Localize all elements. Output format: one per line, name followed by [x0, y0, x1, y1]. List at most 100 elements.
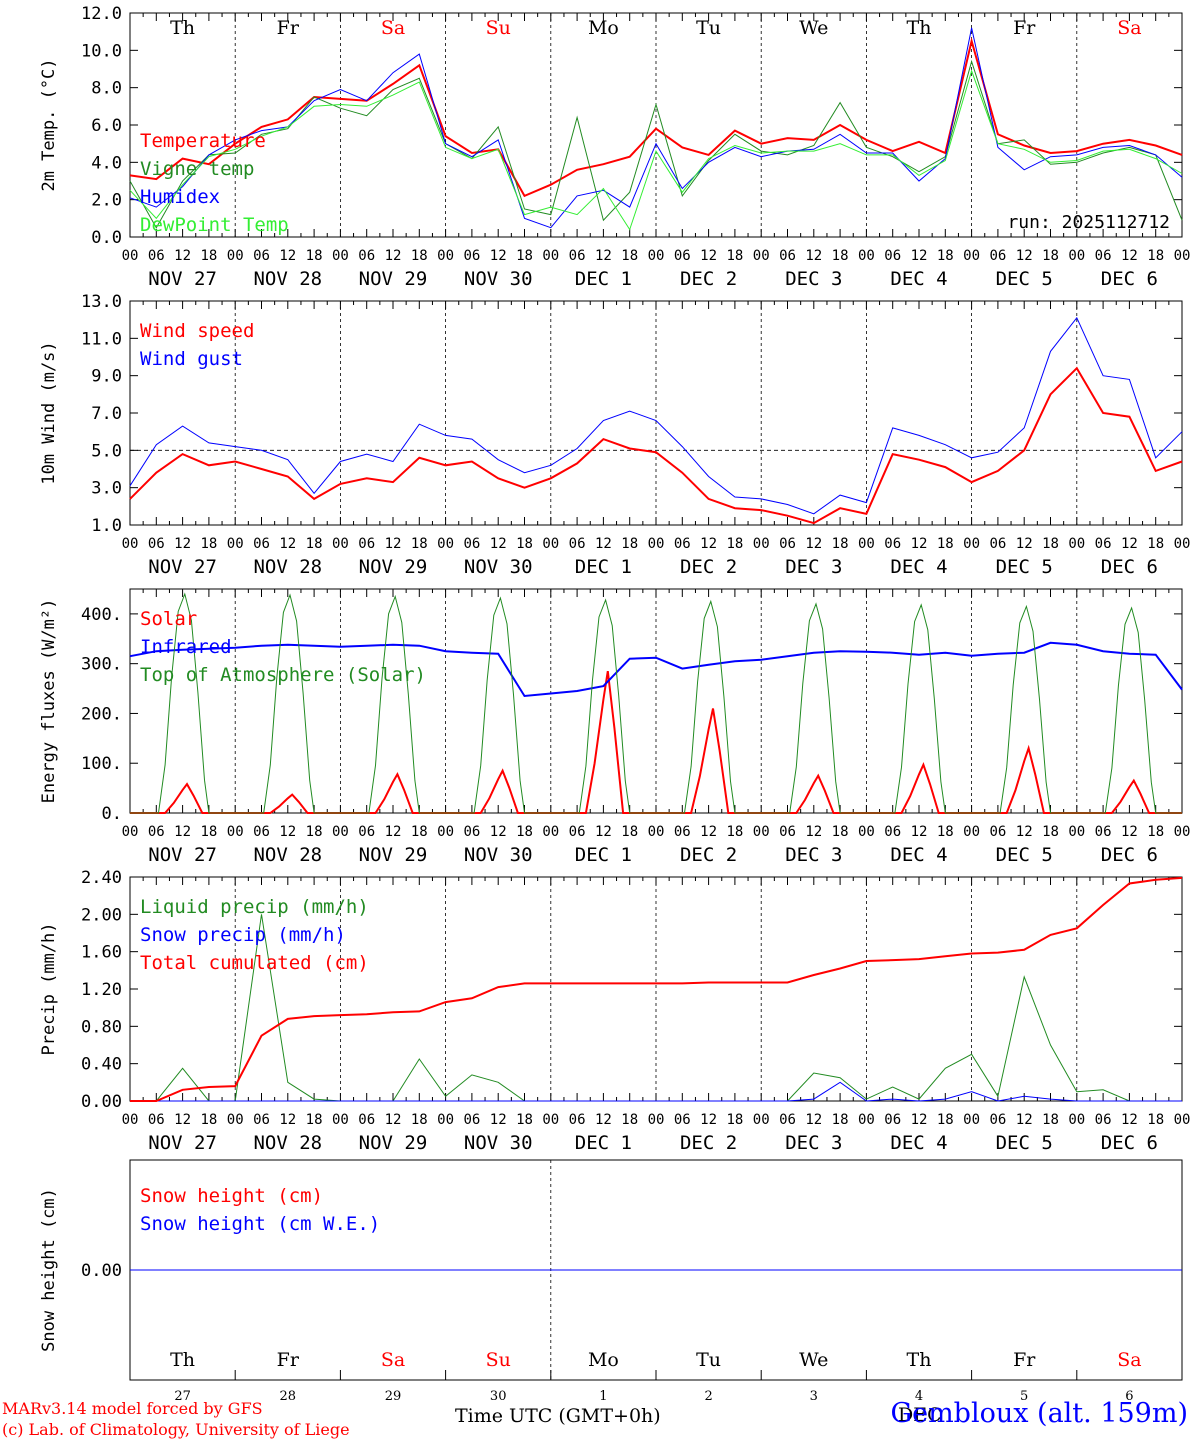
hour-tick-label: 06 — [358, 824, 375, 840]
hour-tick-label: 00 — [753, 248, 770, 264]
hour-tick-label: 00 — [542, 824, 559, 840]
hour-tick-label: 06 — [253, 536, 270, 552]
hour-tick-label: 06 — [884, 1112, 901, 1128]
hour-tick-label: 12 — [595, 536, 612, 552]
date-label: NOV 29 — [359, 1132, 428, 1154]
hour-tick-label: 18 — [1042, 1112, 1059, 1128]
hour-tick-label: 00 — [542, 1112, 559, 1128]
hour-tick-label: 18 — [516, 536, 533, 552]
date-label: NOV 30 — [464, 556, 533, 578]
y-tick-label: 0.00 — [81, 1092, 122, 1112]
hour-tick-label: 18 — [937, 248, 954, 264]
legend-entry: Wind speed — [140, 320, 254, 342]
hour-tick-label: 06 — [674, 536, 691, 552]
hour-tick-label: 18 — [411, 536, 428, 552]
date-label: NOV 29 — [359, 556, 428, 578]
hour-tick-label: 18 — [1147, 536, 1164, 552]
hour-tick-label: 00 — [437, 536, 454, 552]
y-axis-label: Energy fluxes (W/m²) — [39, 599, 59, 804]
panel-3: 0. 100. 200. 300. 400. Energy fluxes (W/m²) So… — [39, 588, 1191, 866]
weekday-label: Sa — [381, 17, 405, 39]
panel-frame — [129, 12, 1183, 238]
hour-tick-label: 00 — [332, 1112, 349, 1128]
date-label: DEC 3 — [785, 268, 842, 290]
day-number: 1 — [599, 1389, 607, 1404]
y-tick-label: 1.0 — [91, 516, 122, 536]
hour-tick-label: 06 — [463, 536, 480, 552]
hour-tick-label: 00 — [648, 1112, 665, 1128]
date-label: DEC 1 — [575, 844, 632, 866]
hour-tick-label: 18 — [832, 536, 849, 552]
hour-tick-label: 00 — [858, 824, 875, 840]
hour-tick-label: 12 — [1121, 1112, 1138, 1128]
day-number: 30 — [490, 1389, 507, 1404]
series-line-wind-speed — [129, 366, 1183, 525]
hour-tick-label: 12 — [805, 536, 822, 552]
panel-4: 0.00 0.40 0.80 1.20 1.60 2.00 2.40 Precip (mm/h… — [39, 868, 1190, 1154]
hour-tick-label: 00 — [1174, 824, 1191, 840]
legend-entry: Snow height (cm) — [140, 1185, 323, 1207]
date-label: NOV 27 — [148, 1132, 217, 1154]
hour-tick-label: 12 — [174, 248, 191, 264]
hour-tick-label: 12 — [385, 1112, 402, 1128]
hour-tick-label: 12 — [385, 824, 402, 840]
hour-tick-label: 18 — [200, 248, 217, 264]
hour-tick-label: 18 — [726, 536, 743, 552]
hour-tick-label: 18 — [200, 1112, 217, 1128]
hour-tick-label: 12 — [911, 536, 928, 552]
panel-frame — [129, 300, 1183, 526]
hour-tick-label: 12 — [1016, 536, 1033, 552]
hour-tick-label: 18 — [1147, 824, 1164, 840]
hour-tick-label: 00 — [963, 248, 980, 264]
hour-tick-label: 06 — [463, 1112, 480, 1128]
hour-tick-label: 18 — [306, 248, 323, 264]
hour-tick-label: 00 — [437, 824, 454, 840]
hour-tick-label: 12 — [1016, 1112, 1033, 1128]
credit-line-2: (c) Lab. of Climatology, University of L… — [2, 1420, 350, 1439]
y-tick-label: 6.0 — [91, 116, 122, 136]
hour-tick-label: 12 — [1016, 824, 1033, 840]
hour-tick-label: 12 — [1016, 248, 1033, 264]
series-line-snow-precip-mm-h- — [130, 1081, 1182, 1102]
hour-tick-label: 00 — [858, 248, 875, 264]
legend-entry: Snow precip (mm/h) — [140, 924, 346, 946]
hour-tick-label: 00 — [963, 536, 980, 552]
hour-tick-label: 00 — [963, 824, 980, 840]
hour-tick-label: 12 — [595, 824, 612, 840]
hour-tick-label: 12 — [911, 824, 928, 840]
weekday-label: We — [799, 1349, 828, 1371]
hour-tick-label: 00 — [332, 824, 349, 840]
hour-tick-label: 18 — [200, 824, 217, 840]
hour-tick-label: 06 — [148, 248, 165, 264]
hour-tick-label: 12 — [805, 248, 822, 264]
legend-entry: Temperature — [140, 130, 266, 152]
legend-entry: Vigne temp — [140, 158, 254, 180]
hour-tick-label: 12 — [490, 248, 507, 264]
hour-tick-label: 06 — [674, 824, 691, 840]
hour-tick-label: 06 — [989, 1112, 1006, 1128]
hour-tick-label: 18 — [726, 824, 743, 840]
hour-tick-label: 12 — [279, 1112, 296, 1128]
date-label: DEC 3 — [785, 556, 842, 578]
panel-1: 0.0 2.0 4.0 6.0 8.0 10.0 12.0 2m Temp. (°C) Temp… — [39, 4, 1190, 290]
hour-tick-label: 18 — [306, 536, 323, 552]
day-number: 6 — [1125, 1389, 1133, 1404]
legend-entry: Liquid precip (mm/h) — [140, 896, 369, 918]
hour-tick-label: 12 — [174, 536, 191, 552]
hour-tick-label: 00 — [227, 248, 244, 264]
hour-tick-label: 06 — [884, 824, 901, 840]
hour-tick-label: 18 — [937, 824, 954, 840]
weekday-label: Fr — [1013, 17, 1036, 39]
hour-tick-label: 00 — [1068, 1112, 1085, 1128]
y-tick-label: 2.0 — [91, 191, 122, 211]
hour-tick-label: 06 — [779, 248, 796, 264]
legend-entry: Infrared — [140, 636, 232, 658]
hour-tick-label: 06 — [779, 1112, 796, 1128]
panel-2: 1.0 3.0 5.0 7.0 9.0 11.0 13.0 10m Wind (m/s) Win… — [39, 292, 1190, 578]
y-axis-label: Precip (mm/h) — [39, 922, 59, 1055]
date-label: DEC 4 — [890, 1132, 947, 1154]
date-label: NOV 29 — [359, 268, 428, 290]
hour-tick-label: 18 — [832, 824, 849, 840]
date-label: DEC 5 — [996, 1132, 1053, 1154]
date-label: DEC 5 — [996, 268, 1053, 290]
